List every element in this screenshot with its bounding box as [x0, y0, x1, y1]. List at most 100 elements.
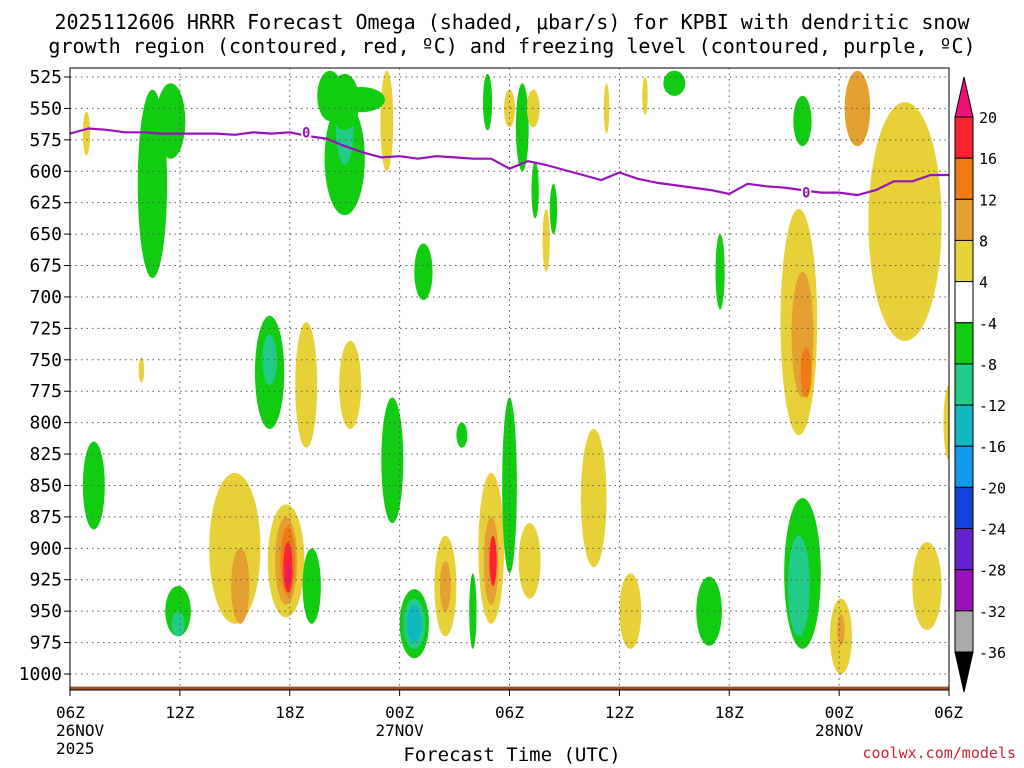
colorbar-tick-label-0: 20	[979, 109, 997, 127]
chart-title-line-1: 2025112606 HRRR Forecast Omega (shaded, …	[54, 10, 970, 34]
y-tick-label-675: 675	[29, 256, 62, 277]
omega-region-21	[868, 102, 942, 341]
omega-region-36	[231, 548, 250, 624]
freezing-level-label-1: 0	[802, 186, 810, 202]
y-tick-label-850: 850	[29, 475, 62, 496]
freezing-label-bg-0	[301, 125, 312, 140]
y-tick-label-925: 925	[29, 570, 62, 591]
omega-region-17	[642, 77, 648, 115]
colorbar-tick-label-5: -4	[979, 315, 997, 333]
colorbar-bin-2	[954, 198, 974, 241]
colorbar-bin-1	[954, 157, 974, 200]
omega-region-19	[414, 243, 433, 301]
omega-region-26	[793, 95, 812, 147]
colorbar-bin-6	[954, 363, 974, 406]
x-tick-label-18: 00Z	[385, 703, 414, 722]
omega-region-53	[489, 535, 497, 587]
y-tick-label-800: 800	[29, 413, 62, 434]
colorbar-tick-label-3: 8	[979, 232, 988, 250]
colorbar-tick-label-13: -36	[979, 644, 1006, 662]
omega-shading	[82, 70, 949, 674]
colorbar-tick-label-11: -28	[979, 562, 1006, 580]
x-tick-label-12: 18Z	[275, 703, 304, 722]
omega-region-1	[156, 83, 186, 159]
colorbar-tick-label-6: -8	[979, 356, 997, 374]
omega-region-32	[262, 334, 277, 385]
x-axis-label: Forecast Time (UTC)	[403, 744, 621, 766]
y-tick-label-775: 775	[29, 381, 62, 402]
colorbar-bin-4	[954, 281, 974, 324]
omega-region-15	[542, 208, 550, 272]
colorbar-bin-11	[954, 569, 974, 612]
omega-region-42	[302, 548, 321, 624]
ground-fill	[70, 686, 949, 690]
colorbar-under-triangle	[954, 651, 974, 693]
omega-region-8	[337, 87, 385, 113]
site-credit: coolwx.com/models	[862, 744, 1016, 762]
omega-region-41	[286, 560, 290, 587]
colorbar-bin-7	[954, 404, 974, 447]
y-tick-label-700: 700	[29, 287, 62, 308]
freezing-level-label-0: 0	[302, 125, 310, 141]
x-tick-label-0: 06Z	[56, 703, 85, 722]
omega-region-29	[82, 441, 105, 530]
x-tick-label-30: 12Z	[605, 703, 634, 722]
omega-region-64	[943, 384, 949, 461]
colorbar-tick-label-8: -16	[979, 438, 1006, 456]
omega-region-54	[502, 397, 517, 574]
omega-region-60	[787, 535, 810, 637]
colorbar-bin-3	[954, 239, 974, 283]
omega-region-28	[171, 611, 185, 637]
colorbar-tick-label-2: 12	[979, 191, 997, 209]
colorbar-tick-label-4: 4	[979, 274, 988, 292]
x-date-label-0: 26NOV	[56, 721, 105, 740]
omega-region-13	[531, 161, 539, 219]
omega-region-62	[837, 614, 845, 646]
y-tick-label-600: 600	[29, 161, 62, 182]
y-tick-label-550: 550	[29, 98, 62, 119]
y-tick-label-625: 625	[29, 193, 62, 214]
colorbar-tick-label-1: 16	[979, 150, 997, 168]
y-tick-label-900: 900	[29, 538, 62, 559]
omega-region-43	[381, 397, 404, 524]
omega-region-14	[549, 183, 558, 235]
colorbar-tick-label-7: -12	[979, 397, 1006, 415]
colorbar-bin-0	[954, 116, 974, 159]
omega-region-48	[439, 560, 451, 612]
freezing-level-contour: 00	[70, 125, 949, 202]
omega-region-57	[619, 573, 642, 649]
x-date-label-18: 27NOV	[376, 721, 425, 740]
colorbar-bin-12	[954, 610, 974, 653]
y-tick-label-975: 975	[29, 633, 62, 654]
colorbar-tick-label-12: -32	[979, 603, 1006, 621]
x-tick-label-6: 12Z	[165, 703, 194, 722]
y-tick-label-575: 575	[29, 130, 62, 151]
omega-region-11	[515, 83, 529, 172]
omega-region-33	[295, 322, 318, 448]
chart-title-line-2: growth region (contoured, red, ºC) and f…	[48, 34, 976, 58]
omega-region-25	[800, 347, 812, 398]
omega-region-18	[663, 70, 686, 96]
colorbar-bin-10	[954, 528, 974, 571]
colorbar-over-triangle	[954, 76, 974, 118]
colorbar: 20 16 12 8 4 -4 -8 -12 -16 -20 -24 -28 -32 -36	[954, 76, 1006, 693]
y-tick-label-875: 875	[29, 507, 62, 528]
colorbar-bin-8	[954, 445, 974, 488]
x-year-label: 2025	[56, 739, 95, 758]
x-tick-label-36: 18Z	[715, 703, 744, 722]
x-tick-label-48: 06Z	[934, 703, 963, 722]
colorbar-tick-label-10: -24	[979, 521, 1006, 539]
y-tick-label-725: 725	[29, 318, 62, 339]
x-date-label-42: 28NOV	[815, 721, 864, 740]
y-tick-label-1000: 1000	[19, 664, 62, 685]
omega-region-10	[482, 73, 493, 131]
y-tick-label-950: 950	[29, 601, 62, 622]
omega-region-9	[504, 89, 515, 128]
omega-region-16	[603, 83, 610, 134]
omega-region-7	[82, 111, 91, 156]
y-tick-label-650: 650	[29, 224, 62, 245]
omega-region-56	[580, 428, 607, 568]
colorbar-tick-label-9: -20	[979, 479, 1006, 497]
